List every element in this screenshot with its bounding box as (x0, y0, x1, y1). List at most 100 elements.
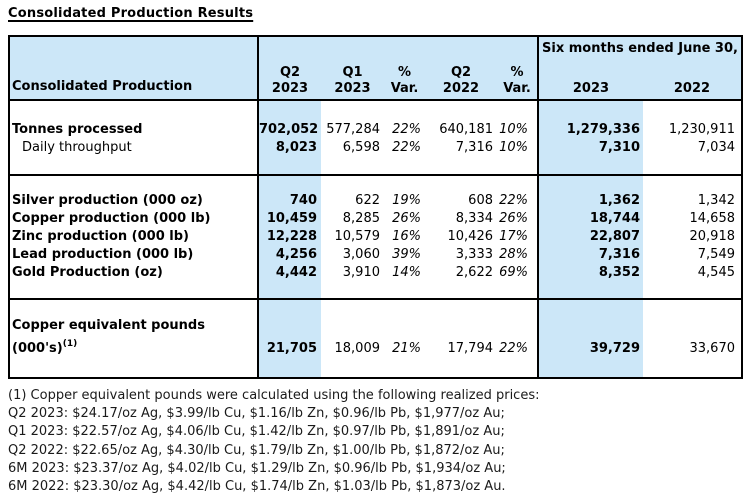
cell-var-1: 16% (392, 229, 421, 244)
header-q2-2022: Q2 2022 (425, 36, 497, 101)
cell-6m-2023: 1,279,336 (566, 122, 640, 137)
cell-q1-2023: 18,009 (334, 341, 381, 356)
cell-6m-2023: 7,316 (598, 247, 640, 262)
cell-q2-2023: 12,228 (266, 229, 317, 244)
row-label: Zinc production (000 lb) (9, 228, 259, 246)
cell-var-2: 10% (497, 121, 539, 139)
cell-var-1: 14% (392, 265, 421, 280)
row-tonnes-processed: Tonnes processed 702,052 577,284 22% 640… (9, 121, 742, 139)
cell-q1-2023: 6,598 (342, 140, 380, 155)
header-q1-2023-line1: Q1 (342, 65, 363, 80)
cell-q2-2022: 10,426 (447, 229, 494, 244)
cell-var-2: 22% (497, 192, 539, 210)
footnote-line: Q2 2022: $22.65/oz Ag, $4.30/lb Cu, $1.7… (8, 442, 505, 458)
header-q2-2023-line2: 2023 (271, 81, 309, 96)
row-label: Tonnes processed (9, 121, 259, 139)
row-label: Lead production (000 lb) (9, 246, 259, 264)
row-label: Daily throughput (9, 139, 259, 157)
row-daily-throughput: Daily throughput 8,023 6,598 22% 7,316 1… (9, 139, 742, 157)
footnote-line: 6M 2022: $23.30/oz Ag, $4.42/lb Cu, $1.7… (8, 479, 506, 495)
cell-q2-2023: 740 (289, 193, 317, 208)
header-six-months-title: Six months ended June 30, (542, 41, 738, 56)
cell-q1-2023: 3,910 (342, 265, 380, 280)
cell-q2-2022: 3,333 (455, 247, 493, 262)
cell-6m-2022: 1,230,911 (668, 122, 735, 137)
cell-var-1: 39% (392, 247, 421, 262)
header-q1-2023: Q1 2023 (321, 36, 384, 101)
header-pct-var-1-line1: % (397, 65, 412, 80)
row-label-line2: (000's)(1) (12, 335, 257, 358)
cell-6m-2022: 7,034 (697, 140, 735, 155)
cell-6m-2023: 22,807 (589, 229, 640, 244)
header-6m-2022: 2022 (673, 81, 711, 96)
cell-var-2: 10% (497, 139, 539, 157)
row-silver-production: Silver production (000 oz) 740 622 19% 6… (9, 192, 742, 210)
cell-var-2: 17% (497, 228, 539, 246)
cell-q2-2023: 702,052 (259, 122, 319, 137)
cell-q1-2023: 8,285 (342, 211, 380, 226)
header-pct-var-2-line2: Var. (503, 81, 531, 96)
page-title: Consolidated Production Results (8, 6, 254, 21)
footnote-line: 6M 2023: $23.37/oz Ag, $4.02/lb Cu, $1.2… (8, 460, 506, 476)
cell-var-2: 69% (497, 264, 539, 282)
footnote-line: Q1 2023: $22.57/oz Ag, $4.06/lb Cu, $1.4… (8, 424, 505, 440)
cell-q2-2022: 7,316 (455, 140, 493, 155)
cell-6m-2022: 20,918 (689, 229, 736, 244)
cell-q2-2023: 4,442 (275, 265, 317, 280)
footnote-line: Q2 2023: $24.17/oz Ag, $3.99/lb Cu, $1.1… (8, 406, 505, 422)
cell-6m-2023: 1,362 (598, 193, 640, 208)
row-label: Copper equivalent pounds (000's)(1) (9, 317, 259, 358)
cell-var-1: 26% (392, 211, 421, 226)
header-pct-var-1-line2: Var. (390, 81, 419, 96)
cell-var-1: 19% (392, 193, 421, 208)
cell-q2-2023: 4,256 (275, 247, 317, 262)
cell-q1-2023: 622 (355, 193, 380, 208)
header-consolidated-production: Consolidated Production (9, 36, 259, 101)
cell-6m-2023: 39,729 (589, 341, 640, 356)
spacer-row (9, 100, 742, 121)
cell-var-1: 22% (392, 122, 421, 137)
cell-q2-2022: 17,794 (447, 341, 494, 356)
row-label-line2-text: (000's) (12, 341, 63, 356)
header-pct-var-1: % Var. (384, 36, 425, 101)
cell-6m-2023: 8,352 (598, 265, 640, 280)
production-results-table: Consolidated Production Q2 2023 Q1 2023 … (8, 35, 743, 379)
cell-q2-2022: 640,181 (439, 122, 493, 137)
header-six-months: Six months ended June 30, 2023 2022 (538, 36, 742, 101)
header-q1-2023-line2: 2023 (334, 81, 371, 96)
row-label: Copper production (000 lb) (9, 210, 259, 228)
header-6m-2023: 2023 (572, 81, 610, 96)
spacer-row (9, 157, 742, 175)
footnote-line: (1) Copper equivalent pounds were calcul… (8, 388, 540, 403)
row-label-line1: Copper equivalent pounds (12, 318, 205, 333)
cell-var-1: 22% (392, 140, 421, 155)
cell-q2-2022: 608 (468, 193, 493, 208)
header-q2-2022-line2: 2022 (442, 81, 480, 96)
cell-var-2: 22% (497, 317, 539, 358)
section-divider (9, 174, 742, 192)
row-copper-production: Copper production (000 lb) 10,459 8,285 … (9, 210, 742, 228)
row-label: Gold Production (oz) (9, 264, 259, 282)
cell-q2-2023: 8,023 (275, 140, 317, 155)
cell-q1-2023: 577,284 (326, 122, 380, 137)
cell-q2-2022: 8,334 (455, 211, 493, 226)
cell-var-2: 26% (497, 210, 539, 228)
header-pct-var-2: % Var. (497, 36, 539, 101)
cell-6m-2022: 4,545 (697, 265, 735, 280)
cell-6m-2022: 7,549 (697, 247, 735, 262)
header-six-months-years: 2023 2022 (539, 81, 741, 97)
cell-6m-2022: 14,658 (689, 211, 736, 226)
section-divider (9, 298, 742, 317)
row-gold-production: Gold Production (oz) 4,442 3,910 14% 2,6… (9, 264, 742, 282)
cell-6m-2022: 1,342 (697, 193, 735, 208)
spacer-row (9, 282, 742, 299)
cell-var-2: 28% (497, 246, 539, 264)
footnotes: (1) Copper equivalent pounds were calcul… (8, 387, 740, 496)
header-q2-2023: Q2 2023 (258, 36, 321, 101)
cell-6m-2023: 7,310 (598, 140, 640, 155)
header-pct-var-2-line1: % (510, 65, 524, 80)
row-zinc-production: Zinc production (000 lb) 12,228 10,579 1… (9, 228, 742, 246)
cell-q2-2023: 21,705 (266, 341, 317, 356)
cell-q1-2023: 3,060 (342, 247, 380, 262)
